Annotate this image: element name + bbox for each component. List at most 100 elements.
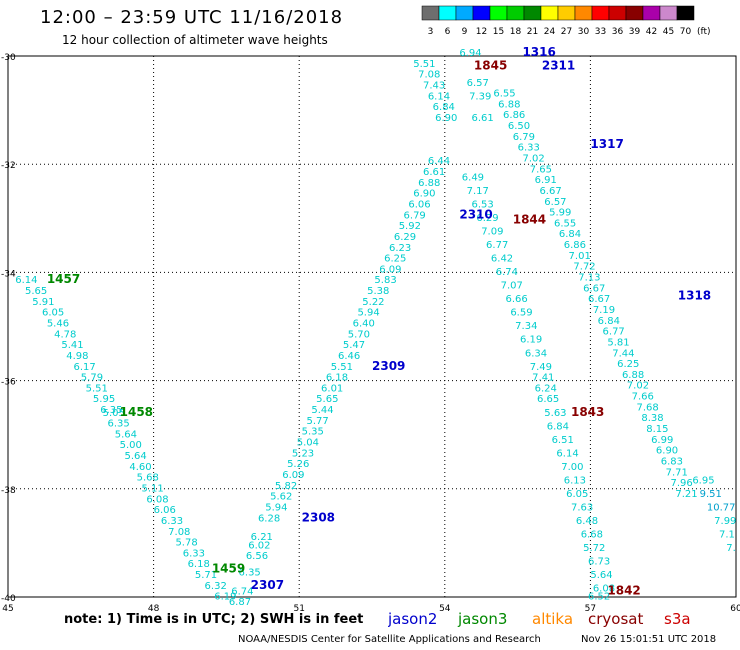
wave-height-value: 7.08 [418,70,440,81]
credit-line: NOAA/NESDIS Center for Satellite Applica… [238,634,541,645]
wave-height-value: 6.40 [353,319,375,330]
wave-height-value: 7.07 [501,281,523,292]
satellite-legend-item: s3a [664,610,691,628]
wave-height-value: 6.84 [547,421,569,432]
wave-height-value: 7.17 [467,186,489,197]
wave-height-value: 7.66 [632,392,654,403]
wave-height-value: 5.64 [124,451,146,462]
wave-height-value: 6.66 [505,294,527,305]
wave-height-value: 5.81 [607,337,629,348]
wave-height-value: 9.51 [700,489,722,500]
wave-height-value: 6.18 [326,373,348,384]
wave-height-value: 5.51 [413,59,435,70]
legend-label: 30 [578,27,590,37]
wave-height-value: 6.09 [379,264,401,275]
wave-height-value: 5.41 [61,340,83,351]
legend-label: 15 [493,27,504,37]
wave-height-value: 6.06 [154,505,176,516]
wave-height-value: 5.05 [103,408,125,419]
lat-tick-label: -32 [1,161,16,171]
legend-label: 24 [544,27,556,37]
wave-height-value: 7.68 [637,402,659,413]
wave-height-value: 6.33 [518,143,540,154]
wave-height-value: 6.44 [428,156,450,167]
wave-height-value: 5.65 [25,286,47,297]
legend-label: 18 [510,27,522,37]
wave-height-value: 5.00 [120,440,142,451]
wave-height-value: 6.28 [258,513,280,524]
wave-height-value: 6.61 [423,167,445,178]
pass-label: 1842 [607,583,640,597]
wave-height-value: 5.23 [292,448,314,459]
lon-tick-label: 48 [148,604,160,614]
lon-tick-label: 57 [585,604,596,614]
wave-height-value: 5.64 [590,570,612,581]
wave-height-value: 7.21 [675,489,697,500]
pass-label: 2309 [372,359,405,373]
wave-height-value: 6.49 [462,172,484,183]
wave-height-value: 5.92 [399,221,421,232]
wave-height-value: 7.71 [666,467,688,478]
wave-height-value: 6.67 [588,294,610,305]
wave-height-value: 6.86 [503,110,525,121]
wave-height-value: 6.61 [471,113,493,124]
pass-label: 1316 [522,45,555,59]
wave-height-value: 5.63 [544,408,566,419]
wave-height-value: 6.67 [583,283,605,294]
wave-height-value: 6.88 [418,178,440,189]
wave-height-value: 5.71 [195,570,217,581]
pass-label: 2311 [542,59,575,73]
wave-height-value: 6.14 [556,448,578,459]
wave-height-value: 6.55 [493,89,515,100]
satellite-legend-item: altika [532,610,573,628]
wave-height-value: 6.57 [467,78,489,89]
wave-height-value: 6.55 [554,218,576,229]
wave-height-value: 6.35 [239,567,261,578]
wave-height-value: 5.77 [306,416,328,427]
legend-label: 45 [663,27,674,37]
wave-height-value: 6.59 [510,308,532,319]
color-legend: 3 6 9 12 15 18 21 24 27 30 33 36 39 42 45 70 (ft) [421,5,711,37]
wave-height-value: 6.25 [617,359,639,370]
wave-height-value: 5.70 [348,329,370,340]
lat-tick-label: -34 [1,269,16,279]
wave-height-value: 6.87 [229,597,251,608]
wave-height-value: 6.42 [491,254,513,265]
wave-height-value: 7. [726,543,736,554]
wave-height-value: 5.26 [287,459,309,470]
pass-label: 1844 [513,213,546,227]
wave-height-value: 6.99 [651,435,673,446]
wave-height-value: 6.25 [384,254,406,265]
legend-label: 39 [629,27,641,37]
page-subtitle: 12 hour collection of altimeter wave hei… [62,33,328,47]
wave-height-value: 6.90 [435,113,457,124]
wave-height-value: 6.08 [593,584,615,595]
wave-height-value: 7.39 [469,91,491,102]
wave-height-value: 5.99 [549,208,571,219]
wave-height-value: 7.1 [719,529,735,540]
satellite-legend-item: cryosat [588,610,643,628]
lat-tick-label: -38 [1,486,16,496]
wave-height-value: 6.17 [74,362,96,373]
wave-height-value: 6.33 [183,548,205,559]
wave-height-value: 6.88 [498,99,520,110]
wave-height-value: 5.65 [316,394,338,405]
wave-height-value: 6.77 [486,240,508,251]
wave-height-value: 6.18 [188,559,210,570]
pass-label: 1457 [47,272,80,286]
wave-height-value: 6.29 [476,213,498,224]
wave-height-value: 6.90 [656,446,678,457]
wave-height-value: 7.99 [714,516,736,527]
wave-height-value: 6.48 [576,516,598,527]
legend-label: 3 [428,27,434,37]
lon-tick-label: 54 [439,604,451,614]
wave-height-value: 6.33 [161,516,183,527]
wave-height-value: 6.67 [539,186,561,197]
pass-label: 1845 [474,59,507,73]
pass-label: 1843 [571,405,604,419]
wave-height-value: 7.72 [573,262,595,273]
wave-height-value: 6.56 [246,551,268,562]
wave-height-value: 6.19 [214,592,236,603]
wave-height-value: 6.32 [205,581,227,592]
pass-label: 2307 [251,578,284,592]
